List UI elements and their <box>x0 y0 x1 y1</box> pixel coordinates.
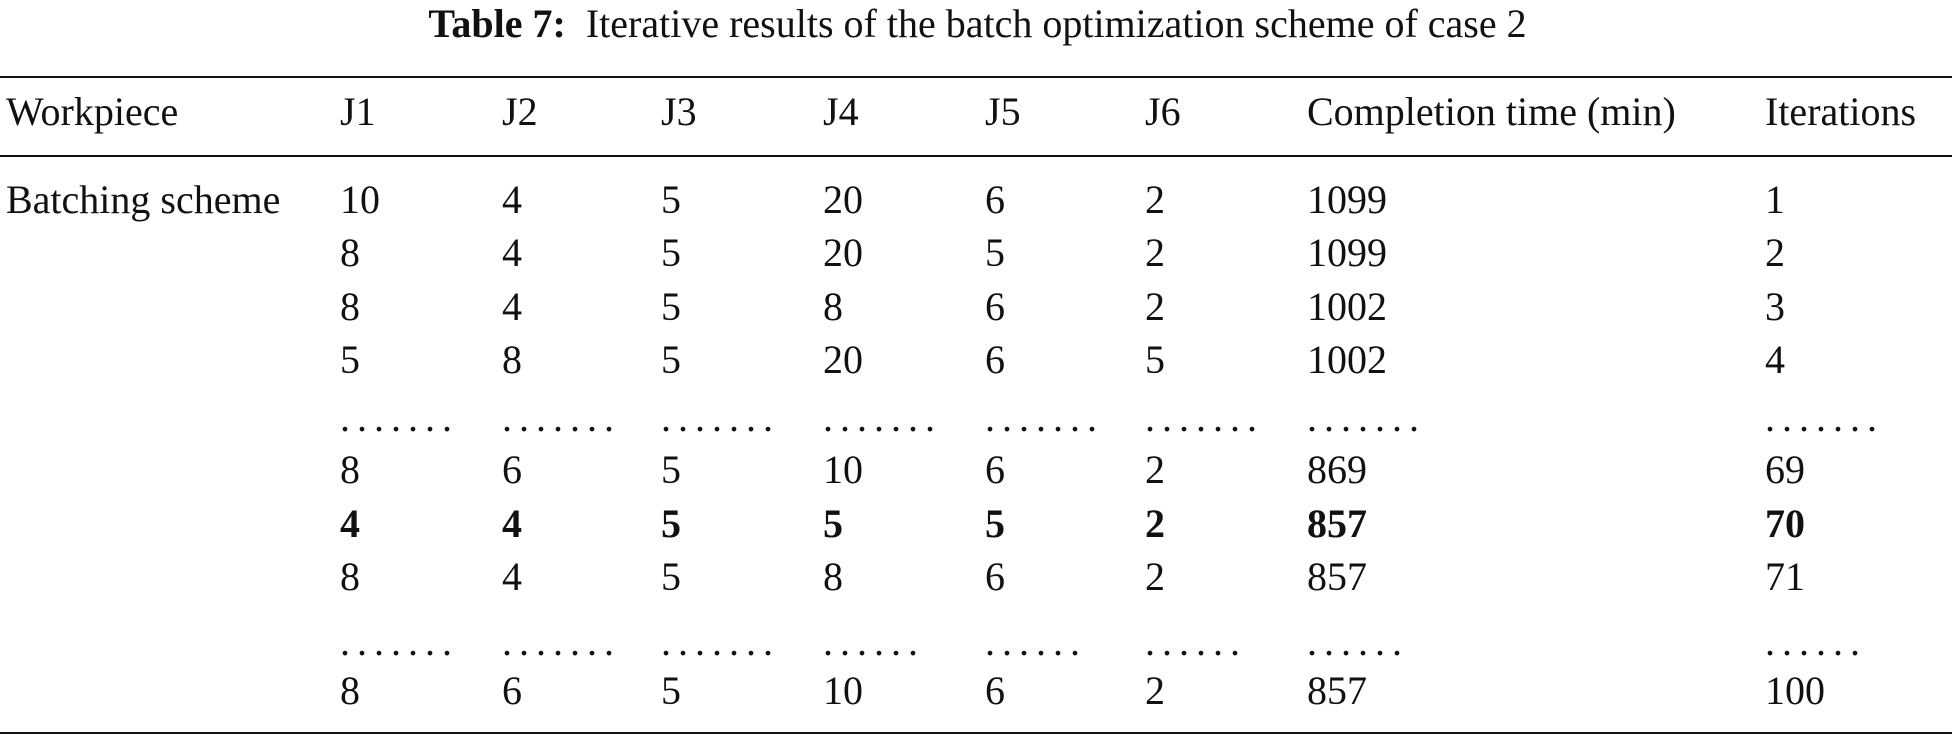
ellipsis-cell: ....... <box>823 395 942 440</box>
table-cell: 5 <box>340 337 360 382</box>
table-cell: 100 <box>1765 668 1825 713</box>
table-cell: 857 <box>1307 501 1367 546</box>
table-cell: 6 <box>985 337 1005 382</box>
table-cell: 6 <box>502 447 522 492</box>
table-cell: 1099 <box>1307 230 1387 275</box>
table-cell: 2 <box>1765 230 1785 275</box>
table-cell: 8 <box>340 284 360 329</box>
table-cell: 2 <box>1145 554 1165 599</box>
ellipsis-cell: ....... <box>661 619 780 664</box>
table-cell: 2 <box>1145 447 1165 492</box>
table-cell: 4 <box>502 284 522 329</box>
table-cell: 5 <box>661 284 681 329</box>
table-cell: 2 <box>1145 501 1165 546</box>
table-cell: 4 <box>502 501 522 546</box>
table-cell: 8 <box>340 447 360 492</box>
table-cell: 2 <box>1145 177 1165 222</box>
table-cell: 20 <box>823 177 863 222</box>
table-cell: 8 <box>823 284 843 329</box>
table-cell: 8 <box>340 230 360 275</box>
ellipsis-cell: ...... <box>1765 619 1867 664</box>
header-cell: J6 <box>1145 89 1181 134</box>
table-cell: 8 <box>340 668 360 713</box>
table-cell: 6 <box>985 554 1005 599</box>
table-cell: 5 <box>661 230 681 275</box>
caption-label: Table 7: <box>428 1 566 46</box>
table-cell: 10 <box>823 668 863 713</box>
table-cell: 5 <box>985 501 1005 546</box>
header-cell: J5 <box>985 89 1021 134</box>
table-cell: 5 <box>661 501 681 546</box>
table-cell: 20 <box>823 337 863 382</box>
header-cell: J3 <box>661 89 697 134</box>
header-cell: Completion time (min) <box>1307 89 1676 134</box>
table-cell: 1 <box>1765 177 1785 222</box>
table-cell: 70 <box>1765 501 1805 546</box>
table-cell: 857 <box>1307 668 1367 713</box>
ellipsis-cell: ...... <box>1307 619 1409 664</box>
table-cell: 4 <box>1765 337 1785 382</box>
table-cell: 5 <box>661 177 681 222</box>
header-rule <box>0 155 1952 157</box>
table-cell: 1002 <box>1307 284 1387 329</box>
ellipsis-cell: ....... <box>1307 395 1426 440</box>
ellipsis-cell: ...... <box>823 619 925 664</box>
header-cell: J1 <box>340 89 376 134</box>
table-cell: 71 <box>1765 554 1805 599</box>
ellipsis-cell: ...... <box>1145 619 1247 664</box>
bottom-rule <box>0 732 1952 734</box>
table-cell: 6 <box>985 284 1005 329</box>
header-cell: Iterations <box>1765 89 1917 134</box>
table-cell: 1099 <box>1307 177 1387 222</box>
table-cell: 4 <box>502 177 522 222</box>
table-cell: 5 <box>661 447 681 492</box>
table-cell: 10 <box>823 447 863 492</box>
table-cell: 6 <box>502 668 522 713</box>
table-cell: 857 <box>1307 554 1367 599</box>
header-cell: J4 <box>823 89 859 134</box>
table-cell: 5 <box>823 501 843 546</box>
row-label: Batching scheme <box>6 177 281 222</box>
table-cell: 3 <box>1765 284 1785 329</box>
ellipsis-cell: ....... <box>1765 395 1884 440</box>
ellipsis-cell: ....... <box>985 395 1104 440</box>
table-cell: 4 <box>502 554 522 599</box>
header-cell: J2 <box>502 89 538 134</box>
table-cell: 5 <box>661 554 681 599</box>
table-cell: 8 <box>823 554 843 599</box>
ellipsis-cell: ....... <box>1145 395 1264 440</box>
table-cell: 8 <box>502 337 522 382</box>
table-cell: 4 <box>340 501 360 546</box>
ellipsis-cell: ....... <box>661 395 780 440</box>
table-cell: 4 <box>502 230 522 275</box>
table-caption: Table 7: Iterative results of the batch … <box>0 0 1955 48</box>
table-cell: 869 <box>1307 447 1367 492</box>
table-cell: 6 <box>985 447 1005 492</box>
ellipsis-cell: ...... <box>985 619 1087 664</box>
table-cell: 20 <box>823 230 863 275</box>
table-cell: 2 <box>1145 284 1165 329</box>
ellipsis-cell: ....... <box>502 395 621 440</box>
ellipsis-cell: ....... <box>340 395 459 440</box>
table-cell: 8 <box>340 554 360 599</box>
table-cell: 10 <box>340 177 380 222</box>
table-cell: 69 <box>1765 447 1805 492</box>
table-cell: 2 <box>1145 230 1165 275</box>
table-cell: 1002 <box>1307 337 1387 382</box>
table-cell: 6 <box>985 177 1005 222</box>
ellipsis-cell: ....... <box>502 619 621 664</box>
table-cell: 5 <box>1145 337 1165 382</box>
top-rule <box>0 76 1952 78</box>
ellipsis-cell: ....... <box>340 619 459 664</box>
table-cell: 2 <box>1145 668 1165 713</box>
caption-text: Iterative results of the batch optimizat… <box>585 1 1527 46</box>
header-cell: Workpiece <box>6 89 179 134</box>
table-cell: 5 <box>661 668 681 713</box>
table-cell: 5 <box>661 337 681 382</box>
table-cell: 5 <box>985 230 1005 275</box>
table-cell: 6 <box>985 668 1005 713</box>
